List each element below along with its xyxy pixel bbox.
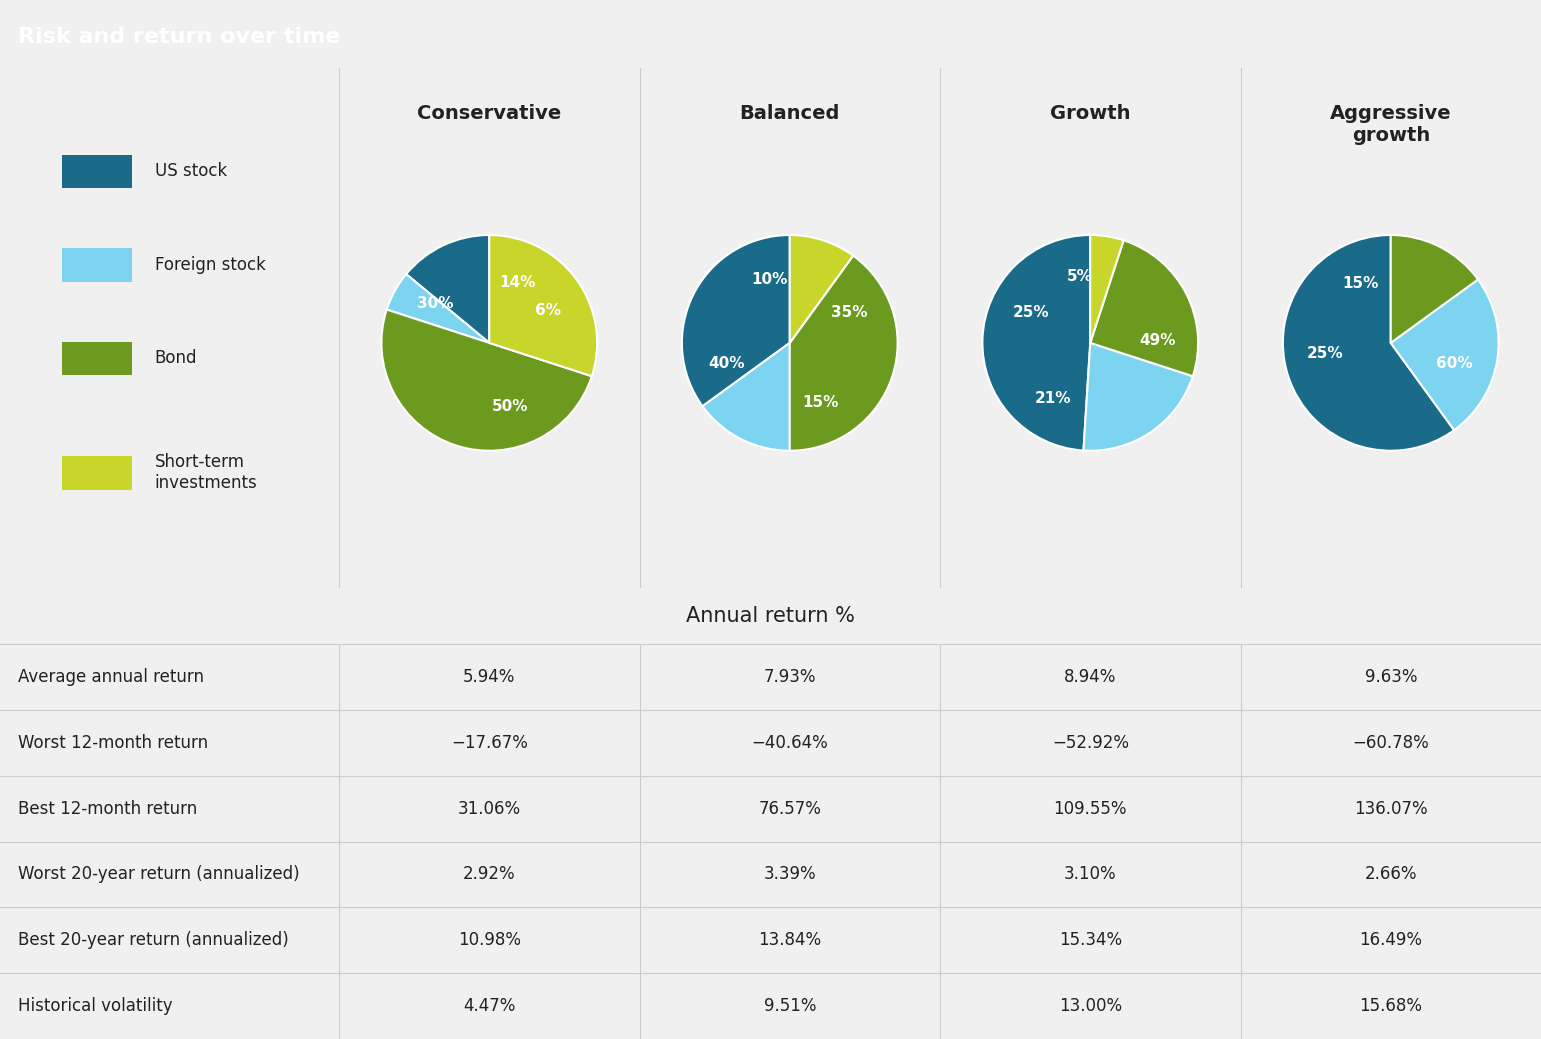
Text: Risk and return over time: Risk and return over time bbox=[18, 27, 341, 47]
Text: 15%: 15% bbox=[801, 395, 838, 410]
Wedge shape bbox=[789, 256, 897, 451]
Wedge shape bbox=[1284, 235, 1455, 451]
Bar bbox=[62, 456, 131, 489]
Text: Balanced: Balanced bbox=[740, 104, 840, 123]
Wedge shape bbox=[387, 274, 490, 343]
Bar bbox=[62, 342, 131, 375]
Wedge shape bbox=[490, 235, 596, 376]
Text: 8.94%: 8.94% bbox=[1065, 668, 1116, 686]
Bar bbox=[62, 248, 131, 282]
Text: Growth: Growth bbox=[1049, 104, 1131, 123]
Text: Best 12-month return: Best 12-month return bbox=[18, 800, 197, 818]
Text: 31.06%: 31.06% bbox=[458, 800, 521, 818]
Wedge shape bbox=[683, 235, 789, 406]
Text: Best 20-year return (annualized): Best 20-year return (annualized) bbox=[18, 931, 290, 950]
Text: Short-term
investments: Short-term investments bbox=[154, 453, 257, 492]
Text: 4.47%: 4.47% bbox=[464, 997, 515, 1015]
Text: 10%: 10% bbox=[750, 272, 787, 287]
Text: Aggressive
growth: Aggressive growth bbox=[1330, 104, 1452, 144]
Text: 2.92%: 2.92% bbox=[462, 865, 516, 883]
Text: 60%: 60% bbox=[1436, 356, 1473, 371]
Text: Conservative: Conservative bbox=[418, 104, 561, 123]
Text: Worst 12-month return: Worst 12-month return bbox=[18, 734, 208, 752]
Text: −17.67%: −17.67% bbox=[452, 734, 527, 752]
Text: 10.98%: 10.98% bbox=[458, 931, 521, 950]
Text: 50%: 50% bbox=[492, 399, 529, 414]
Wedge shape bbox=[407, 235, 490, 343]
Wedge shape bbox=[1390, 279, 1498, 430]
Wedge shape bbox=[983, 235, 1089, 451]
Text: 136.07%: 136.07% bbox=[1355, 800, 1427, 818]
Text: 49%: 49% bbox=[1139, 334, 1176, 348]
Text: 13.84%: 13.84% bbox=[758, 931, 821, 950]
Text: 35%: 35% bbox=[831, 305, 868, 320]
Text: US stock: US stock bbox=[154, 162, 227, 181]
Text: 2.66%: 2.66% bbox=[1364, 865, 1418, 883]
Text: 14%: 14% bbox=[499, 275, 536, 290]
Wedge shape bbox=[1390, 235, 1478, 343]
Wedge shape bbox=[789, 235, 854, 343]
Text: −60.78%: −60.78% bbox=[1353, 734, 1429, 752]
Text: 25%: 25% bbox=[1012, 305, 1049, 320]
Text: 15.34%: 15.34% bbox=[1059, 931, 1122, 950]
Wedge shape bbox=[1089, 235, 1123, 343]
Text: Worst 20-year return (annualized): Worst 20-year return (annualized) bbox=[18, 865, 300, 883]
Text: 16.49%: 16.49% bbox=[1359, 931, 1422, 950]
Text: 15.68%: 15.68% bbox=[1359, 997, 1422, 1015]
Text: 7.93%: 7.93% bbox=[763, 668, 817, 686]
Text: 15%: 15% bbox=[1342, 275, 1379, 291]
Wedge shape bbox=[1089, 240, 1197, 376]
Text: 9.51%: 9.51% bbox=[763, 997, 817, 1015]
Text: 40%: 40% bbox=[707, 356, 744, 371]
Wedge shape bbox=[703, 343, 791, 451]
Text: 21%: 21% bbox=[1034, 391, 1071, 405]
Text: Average annual return: Average annual return bbox=[18, 668, 205, 686]
Text: Annual return %: Annual return % bbox=[686, 606, 855, 625]
Text: 5%: 5% bbox=[1066, 269, 1093, 285]
Text: 76.57%: 76.57% bbox=[758, 800, 821, 818]
Text: 3.10%: 3.10% bbox=[1063, 865, 1117, 883]
Wedge shape bbox=[1083, 343, 1193, 451]
Text: 109.55%: 109.55% bbox=[1054, 800, 1126, 818]
Text: 25%: 25% bbox=[1307, 346, 1344, 361]
Text: Historical volatility: Historical volatility bbox=[18, 997, 173, 1015]
Text: Bond: Bond bbox=[154, 349, 197, 368]
Text: −40.64%: −40.64% bbox=[752, 734, 828, 752]
Text: −52.92%: −52.92% bbox=[1053, 734, 1128, 752]
Text: 30%: 30% bbox=[418, 296, 453, 311]
Text: 6%: 6% bbox=[535, 303, 561, 318]
Bar bbox=[62, 155, 131, 188]
Wedge shape bbox=[382, 310, 592, 451]
Text: 9.63%: 9.63% bbox=[1364, 668, 1418, 686]
Text: 13.00%: 13.00% bbox=[1059, 997, 1122, 1015]
Text: Foreign stock: Foreign stock bbox=[154, 256, 265, 274]
Text: 5.94%: 5.94% bbox=[464, 668, 515, 686]
Text: 3.39%: 3.39% bbox=[763, 865, 817, 883]
